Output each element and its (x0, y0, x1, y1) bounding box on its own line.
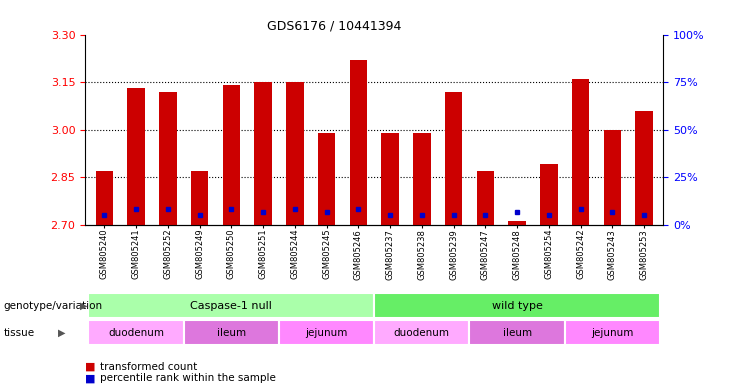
Text: percentile rank within the sample: percentile rank within the sample (100, 373, 276, 383)
Bar (222, 85, 240, 225)
Bar (374, 293, 660, 318)
Bar (191, 171, 208, 225)
Bar (350, 60, 367, 225)
Text: ileum: ileum (216, 328, 246, 338)
Bar (88, 293, 374, 318)
Text: duodenum: duodenum (393, 328, 450, 338)
Bar (382, 133, 399, 225)
Bar (604, 129, 621, 225)
Bar (470, 320, 565, 345)
Text: ileum: ileum (502, 328, 532, 338)
Bar (445, 91, 462, 225)
Bar (374, 320, 470, 345)
Bar (572, 79, 589, 225)
Title: GDS6176 / 10441394: GDS6176 / 10441394 (267, 19, 401, 32)
Text: genotype/variation: genotype/variation (4, 301, 103, 311)
Text: ■: ■ (85, 362, 96, 372)
Bar (184, 320, 279, 345)
Bar (413, 133, 431, 225)
Text: duodenum: duodenum (108, 328, 164, 338)
Bar (636, 111, 653, 225)
Bar (159, 91, 176, 225)
Text: wild type: wild type (492, 301, 542, 311)
Bar (508, 222, 526, 225)
Bar (279, 320, 374, 345)
Text: Caspase-1 null: Caspase-1 null (190, 301, 272, 311)
Text: ▶: ▶ (58, 328, 65, 338)
Bar (540, 164, 557, 225)
Bar (88, 320, 184, 345)
Text: transformed count: transformed count (100, 362, 197, 372)
Bar (254, 82, 272, 225)
Bar (96, 171, 113, 225)
Bar (127, 88, 144, 225)
Text: tissue: tissue (4, 328, 35, 338)
Bar (286, 82, 304, 225)
Text: ▶: ▶ (80, 301, 87, 311)
Text: jejunum: jejunum (591, 328, 634, 338)
Bar (476, 171, 494, 225)
Bar (565, 320, 660, 345)
Text: ■: ■ (85, 373, 96, 383)
Bar (318, 133, 335, 225)
Text: jejunum: jejunum (305, 328, 348, 338)
